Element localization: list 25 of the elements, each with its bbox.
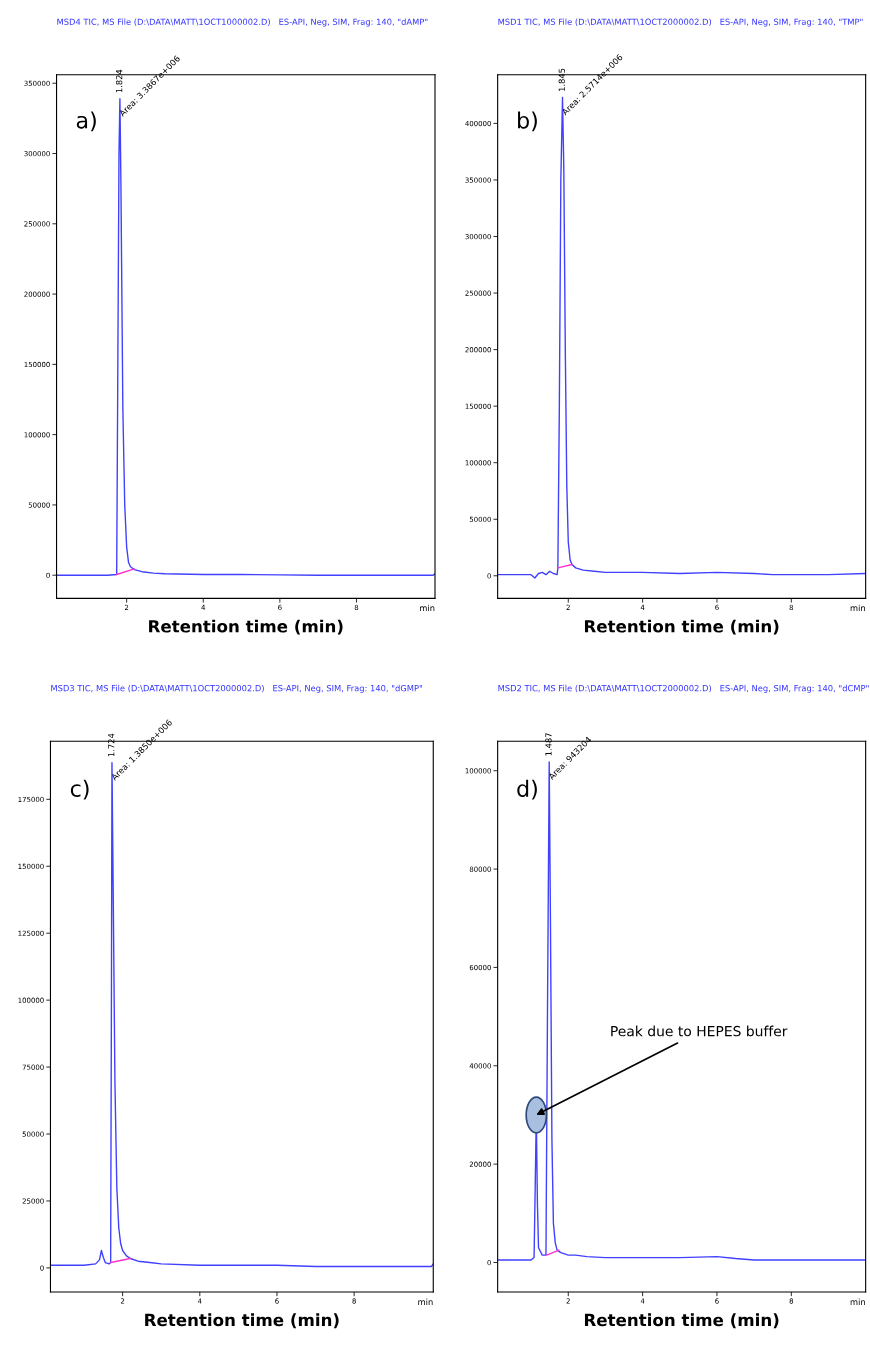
line-series [497, 96, 866, 579]
annotation: a) [76, 111, 96, 132]
x-axis-title: Retention time (min) [584, 1313, 779, 1329]
text: min [420, 604, 435, 612]
annotation: 1.824 [116, 69, 123, 93]
x-axis-title: Retention time (min) [149, 619, 343, 635]
annotation: 1.845 [558, 68, 565, 91]
text: min [850, 604, 865, 612]
annotation: 1.724 [108, 733, 115, 757]
x-axis-title: Retention time (min) [145, 1313, 339, 1329]
line-series [50, 761, 434, 1268]
annotation: c) [70, 779, 89, 800]
annotation: Peak due to HEPES buffer [611, 1025, 788, 1037]
line-series [497, 761, 866, 1261]
line-series [56, 98, 435, 576]
annotation: b) [518, 111, 537, 132]
text: min [850, 1298, 865, 1305]
text: min [418, 1298, 433, 1305]
chart-title: MSD4 TIC, MS File (D:\DATA\MATT\1OCT1000002.D) ES-API, Neg, SIM, Frag: 140, "dAMP" [57, 18, 428, 27]
x-axis-title: Retention time (min) [584, 619, 779, 635]
annotation: 1.487 [545, 733, 552, 756]
annotation: d) [517, 779, 537, 800]
chart-title: MSD1 TIC, MS File (D:\DATA\MATT\1OCT2000002.D) ES-API, Neg, SIM, Frag: 140, "TMP" [498, 18, 863, 27]
chart-title: MSD2 TIC, MS File (D:\DATA\MATT\1OCT2000002.D) ES-API, Neg, SIM, Frag: 140, "dCMP" [498, 684, 869, 693]
chart-title: MSD3 TIC, MS File (D:\DATA\MATT\1OCT2000002.D) ES-API, Neg, SIM, Frag: 140, "dGMP" [51, 684, 423, 693]
